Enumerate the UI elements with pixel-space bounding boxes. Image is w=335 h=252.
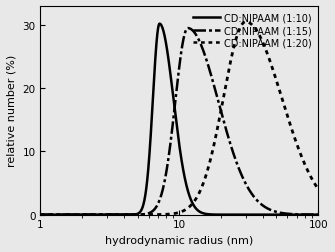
Y-axis label: relative number (%): relative number (%) (7, 55, 17, 167)
Line: CD:NIPAAM (1:20): CD:NIPAAM (1:20) (41, 23, 318, 215)
CD:NIPAAM (1:10) (157, 23, 161, 26)
CD:NIPAAM (1:15) (281, 212, 285, 215)
CD:NIPAAM (1:15) (87, 213, 91, 216)
Line: CD:NIPAAM (1:15): CD:NIPAAM (1:15) (41, 29, 318, 215)
CD:NIPAAM (1:20) (87, 213, 91, 216)
CD:NIPAAM (1:10) (157, 24, 161, 27)
Legend: CD:NIPAAM (1:10), CD:NIPAAM (1:15), CD:NIPAAM (1:20): CD:NIPAAM (1:10), CD:NIPAAM (1:15), CD:N… (191, 12, 313, 50)
CD:NIPAAM (1:20) (311, 179, 315, 182)
CD:NIPAAM (1:20) (281, 101, 285, 104)
CD:NIPAAM (1:15) (186, 27, 190, 30)
CD:NIPAAM (1:15) (70, 213, 74, 216)
CD:NIPAAM (1:10) (39, 213, 43, 216)
CD:NIPAAM (1:15) (316, 213, 320, 216)
CD:NIPAAM (1:15) (311, 213, 315, 216)
CD:NIPAAM (1:20) (157, 213, 161, 216)
CD:NIPAAM (1:10) (145, 181, 149, 184)
CD:NIPAAM (1:20) (244, 21, 248, 24)
CD:NIPAAM (1:20) (145, 213, 149, 216)
CD:NIPAAM (1:15) (145, 212, 149, 215)
CD:NIPAAM (1:10) (281, 213, 285, 216)
X-axis label: hydrodynamic radius (nm): hydrodynamic radius (nm) (105, 235, 254, 245)
CD:NIPAAM (1:10) (87, 213, 91, 216)
CD:NIPAAM (1:20) (39, 213, 43, 216)
CD:NIPAAM (1:20) (316, 188, 320, 191)
CD:NIPAAM (1:10) (311, 213, 315, 216)
CD:NIPAAM (1:20) (70, 213, 74, 216)
CD:NIPAAM (1:10) (70, 213, 74, 216)
Line: CD:NIPAAM (1:10): CD:NIPAAM (1:10) (41, 24, 318, 215)
CD:NIPAAM (1:15) (157, 200, 161, 203)
CD:NIPAAM (1:15) (39, 213, 43, 216)
CD:NIPAAM (1:10) (316, 213, 320, 216)
